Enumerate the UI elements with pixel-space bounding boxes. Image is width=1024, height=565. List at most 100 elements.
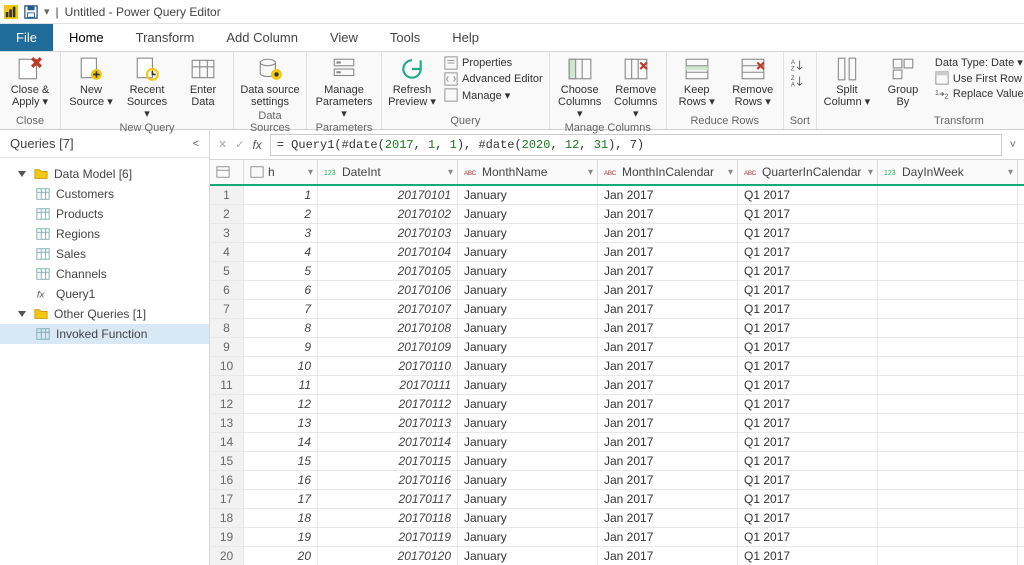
column-header[interactable]: ABCQuarterInCalendar▾: [738, 160, 878, 184]
table-row[interactable]: 1120170101JanuaryJan 2017Q1 2017: [210, 186, 1024, 205]
remove-rows-button[interactable]: RemoveRows ▾: [729, 54, 777, 113]
cell[interactable]: Jan 2017: [598, 452, 738, 470]
cell[interactable]: 20170111: [318, 376, 458, 394]
table-row[interactable]: 8820170108JanuaryJan 2017Q1 2017: [210, 319, 1024, 338]
cell[interactable]: January: [458, 490, 598, 508]
table-row[interactable]: 2220170102JanuaryJan 2017Q1 2017: [210, 205, 1024, 224]
column-header[interactable]: ABCMonthName▾: [458, 160, 598, 184]
cell[interactable]: 7: [244, 300, 318, 318]
column-filter-icon[interactable]: ▾: [588, 167, 593, 178]
cell[interactable]: 19: [244, 528, 318, 546]
cell[interactable]: 20170120: [318, 547, 458, 565]
cell[interactable]: 20170119: [318, 528, 458, 546]
tab-home[interactable]: Home: [53, 24, 120, 51]
cell[interactable]: Jan 2017: [598, 319, 738, 337]
column-header[interactable]: 123DayInWeek▾: [878, 160, 1018, 184]
column-header[interactable]: 123DateInt▾: [318, 160, 458, 184]
cell[interactable]: Jan 2017: [598, 528, 738, 546]
cell[interactable]: Q1 2017: [738, 224, 878, 242]
cell[interactable]: Q1 2017: [738, 243, 878, 261]
table-row[interactable]: 111120170111JanuaryJan 2017Q1 2017: [210, 376, 1024, 395]
cell[interactable]: [878, 357, 1018, 375]
advanced-editor-button[interactable]: Advanced Editor: [444, 72, 543, 86]
cell[interactable]: 20170108: [318, 319, 458, 337]
cell[interactable]: Jan 2017: [598, 376, 738, 394]
replace-values-button[interactable]: 12Replace Values: [935, 87, 1024, 101]
recent-sources-button[interactable]: RecentSources ▾: [123, 54, 171, 120]
cell[interactable]: Jan 2017: [598, 433, 738, 451]
first-row-headers-button[interactable]: Use First Row as Headers ▾: [935, 71, 1024, 85]
cell[interactable]: Q1 2017: [738, 528, 878, 546]
cell[interactable]: [878, 414, 1018, 432]
cell[interactable]: [878, 376, 1018, 394]
table-row[interactable]: 141420170114JanuaryJan 2017Q1 2017: [210, 433, 1024, 452]
cell[interactable]: 17: [244, 490, 318, 508]
cell[interactable]: 20170110: [318, 357, 458, 375]
qat-dropdown[interactable]: ▾: [44, 5, 50, 18]
tab-view[interactable]: View: [314, 24, 374, 51]
collapse-queries-icon[interactable]: <: [193, 138, 199, 150]
table-row[interactable]: 161620170116JanuaryJan 2017Q1 2017: [210, 471, 1024, 490]
table-row[interactable]: 6620170106JanuaryJan 2017Q1 2017: [210, 281, 1024, 300]
table-row[interactable]: 3320170103JanuaryJan 2017Q1 2017: [210, 224, 1024, 243]
formula-cancel-icon[interactable]: ✕: [218, 138, 227, 151]
table-row[interactable]: 131320170113JanuaryJan 2017Q1 2017: [210, 414, 1024, 433]
tab-transform[interactable]: Transform: [120, 24, 211, 51]
manage-query-button[interactable]: Manage ▾: [444, 88, 543, 102]
cell[interactable]: 20170102: [318, 205, 458, 223]
cell[interactable]: 20170115: [318, 452, 458, 470]
cell[interactable]: Q1 2017: [738, 338, 878, 356]
cell[interactable]: January: [458, 338, 598, 356]
refresh-preview-button[interactable]: RefreshPreview ▾: [388, 54, 436, 113]
cell[interactable]: January: [458, 281, 598, 299]
cell[interactable]: 4: [244, 243, 318, 261]
cell[interactable]: Jan 2017: [598, 243, 738, 261]
cell[interactable]: January: [458, 300, 598, 318]
cell[interactable]: 20170117: [318, 490, 458, 508]
cell[interactable]: 18: [244, 509, 318, 527]
cell[interactable]: 1: [244, 186, 318, 204]
cell[interactable]: Q1 2017: [738, 300, 878, 318]
tab-help[interactable]: Help: [436, 24, 495, 51]
cell[interactable]: Jan 2017: [598, 281, 738, 299]
cell[interactable]: 14: [244, 433, 318, 451]
cell[interactable]: 20170118: [318, 509, 458, 527]
cell[interactable]: Jan 2017: [598, 224, 738, 242]
table-row[interactable]: 121220170112JanuaryJan 2017Q1 2017: [210, 395, 1024, 414]
close-apply-button[interactable]: Close &Apply ▾: [6, 54, 54, 113]
cell[interactable]: January: [458, 414, 598, 432]
cell[interactable]: Q1 2017: [738, 509, 878, 527]
cell[interactable]: January: [458, 357, 598, 375]
cell[interactable]: Q1 2017: [738, 281, 878, 299]
cell[interactable]: Q1 2017: [738, 471, 878, 489]
tree-group[interactable]: Other Queries [1]: [0, 304, 209, 324]
cell[interactable]: 13: [244, 414, 318, 432]
cell[interactable]: Q1 2017: [738, 357, 878, 375]
datasource-settings-button[interactable]: Data sourcesettings: [240, 54, 300, 108]
cell[interactable]: 10: [244, 357, 318, 375]
cell[interactable]: January: [458, 433, 598, 451]
cell[interactable]: 15: [244, 452, 318, 470]
column-filter-icon[interactable]: ▾: [728, 167, 733, 178]
new-source-button[interactable]: NewSource ▾: [67, 54, 115, 120]
cell[interactable]: 20170109: [318, 338, 458, 356]
cell[interactable]: January: [458, 528, 598, 546]
cell[interactable]: 16: [244, 471, 318, 489]
table-row[interactable]: 101020170110JanuaryJan 2017Q1 2017: [210, 357, 1024, 376]
cell[interactable]: Q1 2017: [738, 186, 878, 204]
cell[interactable]: [878, 338, 1018, 356]
cell[interactable]: [878, 395, 1018, 413]
cell[interactable]: January: [458, 243, 598, 261]
tree-group[interactable]: Data Model [6]: [0, 164, 209, 184]
cell[interactable]: 20170103: [318, 224, 458, 242]
cell[interactable]: Jan 2017: [598, 490, 738, 508]
table-row[interactable]: 4420170104JanuaryJan 2017Q1 2017: [210, 243, 1024, 262]
cell[interactable]: January: [458, 452, 598, 470]
cell[interactable]: Q1 2017: [738, 376, 878, 394]
column-header[interactable]: h▾: [244, 160, 318, 184]
cell[interactable]: January: [458, 509, 598, 527]
cell[interactable]: Jan 2017: [598, 414, 738, 432]
table-row[interactable]: 202020170120JanuaryJan 2017Q1 2017: [210, 547, 1024, 565]
manage-parameters-button[interactable]: ManageParameters ▾: [313, 54, 375, 120]
cell[interactable]: Jan 2017: [598, 509, 738, 527]
